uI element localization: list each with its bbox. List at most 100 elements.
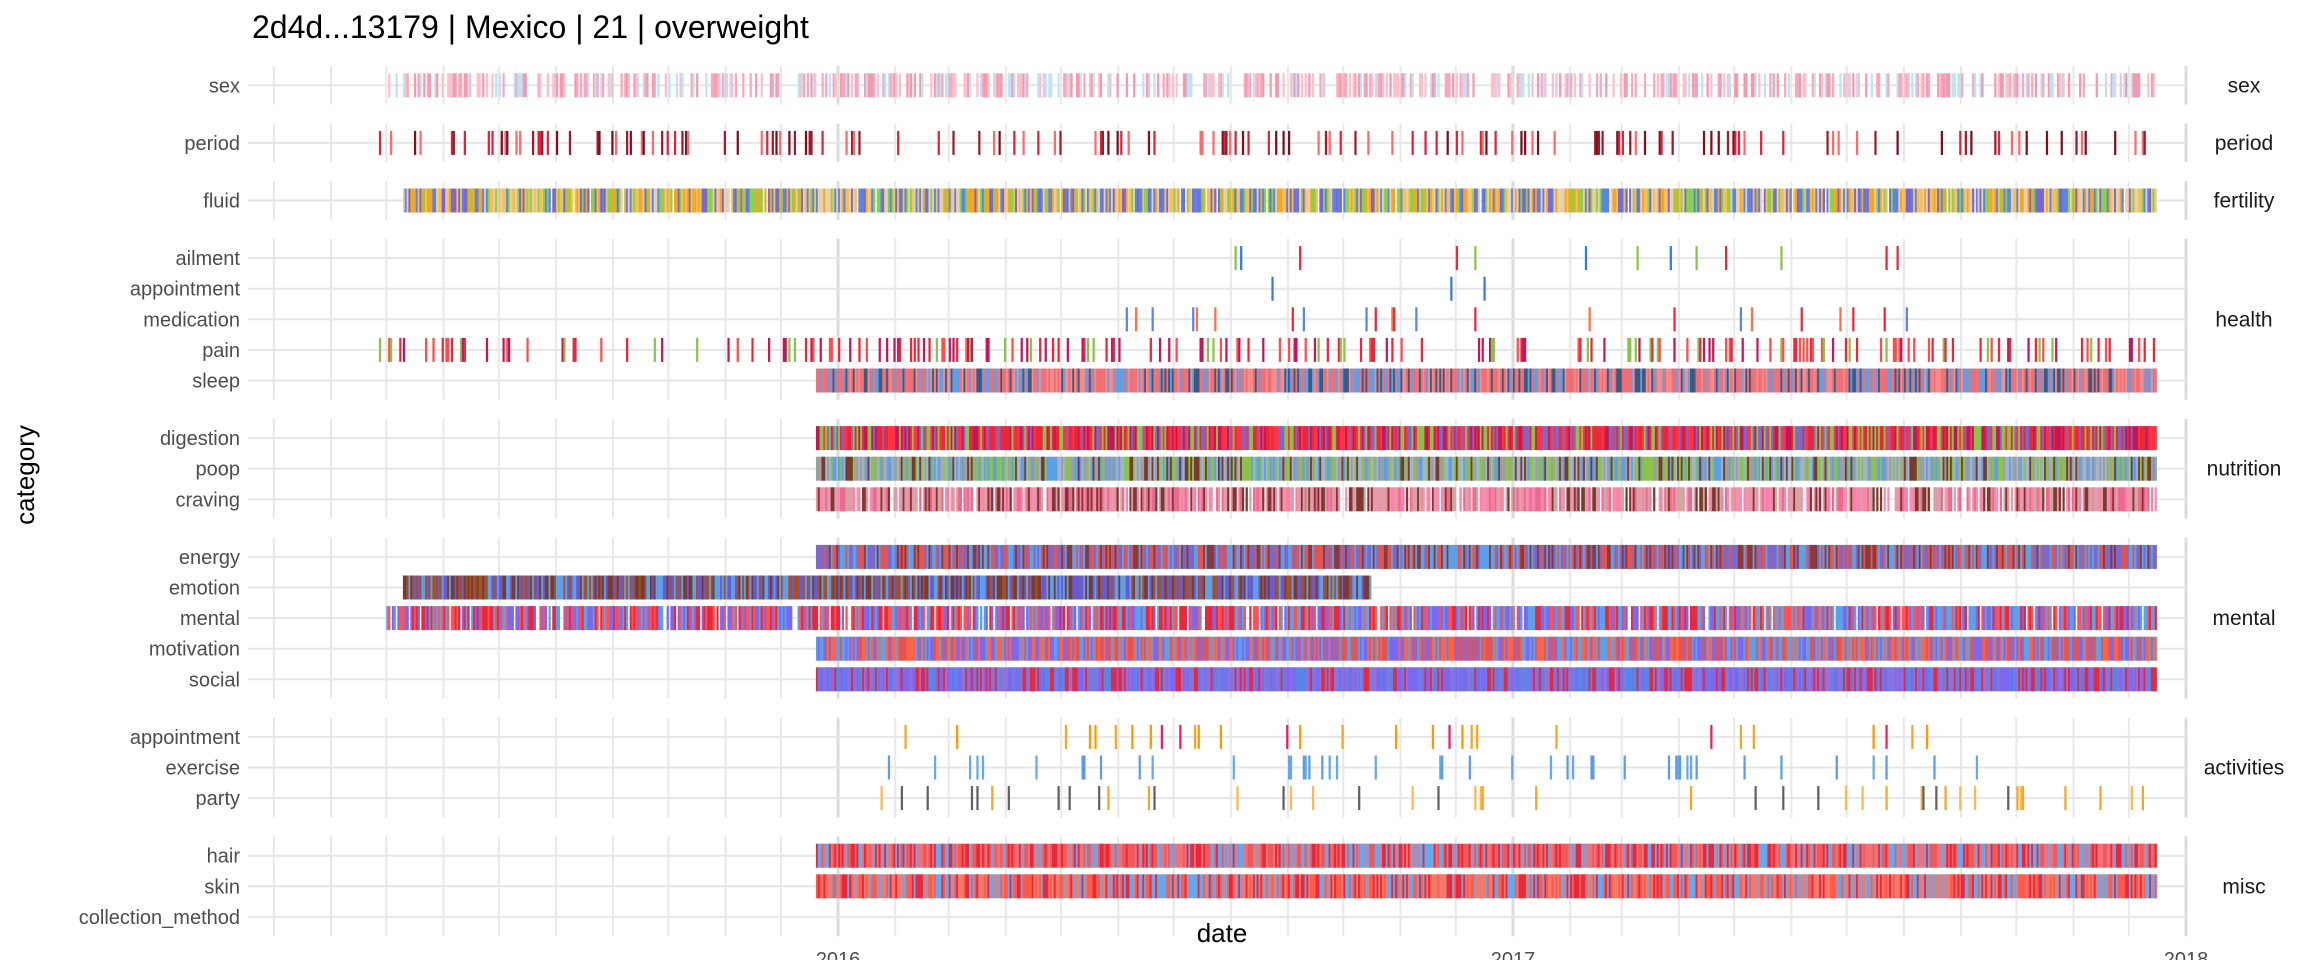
event-mark [450, 337, 454, 362]
event-mark [2134, 188, 2137, 213]
event-mark [845, 426, 848, 451]
event-mark [1140, 487, 1143, 512]
event-mark [1162, 487, 1165, 512]
event-mark [926, 188, 929, 213]
event-mark [751, 188, 754, 213]
event-mark [1785, 426, 1789, 451]
event-mark [836, 368, 839, 393]
event-mark [1074, 188, 1077, 213]
event-mark [1319, 456, 1322, 481]
event-mark [2141, 487, 2144, 512]
event-mark [1000, 426, 1003, 451]
event-mark [1081, 368, 1084, 393]
event-mark [1981, 368, 1984, 393]
event-mark [1988, 487, 1991, 512]
event-mark [758, 188, 762, 213]
event-mark [476, 188, 479, 213]
event-mark [1605, 73, 1608, 98]
event-mark [1417, 487, 1420, 512]
event-mark [876, 544, 880, 569]
event-mark [1094, 130, 1097, 155]
event-mark [1689, 456, 1693, 481]
event-mark [766, 130, 769, 155]
event-mark [2053, 368, 2056, 393]
event-mark [1437, 73, 1440, 98]
event-mark [1029, 426, 1033, 451]
event-mark [1961, 188, 1964, 213]
event-mark [1623, 368, 1626, 393]
event-mark [1997, 456, 2001, 481]
event-mark [1688, 73, 1691, 98]
event-mark [1208, 426, 1211, 451]
event-mark [1586, 426, 1589, 451]
event-mark [2064, 188, 2067, 213]
event-mark [906, 487, 909, 512]
event-mark [1033, 487, 1036, 512]
event-mark [1524, 130, 1527, 155]
event-mark [1944, 487, 1947, 512]
event-mark [1225, 456, 1228, 481]
event-mark [967, 188, 970, 213]
event-mark [1013, 188, 1016, 213]
event-mark [1234, 188, 1237, 213]
event-mark [2042, 487, 2045, 512]
event-mark [1476, 456, 1479, 481]
event-mark [1420, 368, 1424, 393]
event-mark [1393, 188, 1396, 213]
event-mark [1057, 337, 1060, 362]
event-mark [1929, 426, 1932, 451]
event-mark [1378, 426, 1381, 451]
event-mark [1164, 368, 1167, 393]
event-mark [1461, 426, 1464, 451]
event-mark [1516, 426, 1519, 451]
event-mark [1555, 188, 1558, 213]
event-mark [1527, 487, 1530, 512]
event-mark [1651, 337, 1654, 362]
event-mark [1291, 73, 1294, 98]
event-mark [913, 426, 916, 451]
event-mark [1682, 426, 1685, 451]
event-mark [2020, 368, 2023, 393]
event-mark [932, 368, 935, 393]
event-mark [1843, 188, 1846, 213]
event-mark [1262, 337, 1265, 362]
event-mark [847, 426, 850, 451]
event-mark [1420, 426, 1424, 451]
event-mark [1514, 188, 1518, 213]
event-series-medication [1125, 307, 1908, 332]
event-mark [1872, 456, 1875, 481]
event-mark [1848, 426, 1851, 451]
event-mark [1481, 426, 1484, 451]
event-mark [1297, 426, 1300, 451]
event-mark [1293, 337, 1296, 362]
event-mark [1586, 487, 1589, 512]
event-mark [1116, 487, 1119, 512]
event-mark [1653, 456, 1656, 481]
event-mark [1975, 426, 1979, 451]
event-mark [1608, 426, 1612, 451]
event-mark [1619, 188, 1623, 213]
event-mark [402, 337, 406, 362]
event-mark [1507, 456, 1510, 481]
event-mark [1944, 426, 1947, 451]
event-mark [1166, 73, 1169, 98]
event-mark [480, 188, 483, 213]
event-mark [1225, 130, 1228, 155]
event-mark [714, 73, 717, 98]
event-mark [1214, 426, 1217, 451]
event-mark [1514, 426, 1518, 451]
event-mark [1258, 188, 1261, 213]
event-mark [876, 368, 880, 393]
event-mark [2047, 368, 2050, 393]
event-mark [900, 544, 904, 569]
event-mark [1948, 73, 1951, 98]
event-mark [919, 544, 922, 569]
event-mark [1570, 368, 1573, 393]
event-mark [1424, 368, 1427, 393]
event-mark [1776, 426, 1779, 451]
event-mark [891, 188, 894, 213]
event-mark [930, 368, 933, 393]
event-mark [1107, 130, 1110, 155]
event-mark [1369, 456, 1372, 481]
event-mark [1428, 456, 1431, 481]
